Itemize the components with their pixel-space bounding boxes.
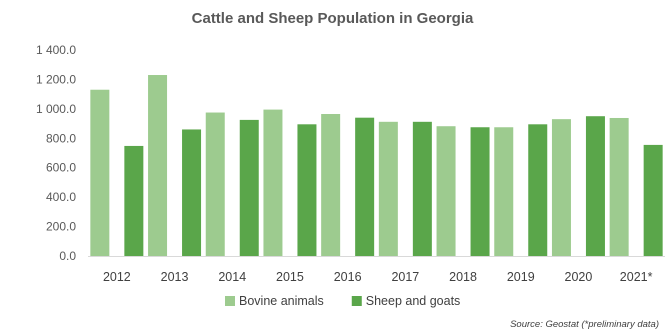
y-tick-label: 0.0 — [59, 249, 76, 263]
bar-sheep-goats — [643, 144, 663, 256]
bar-sheep-goats — [528, 124, 548, 256]
y-tick-label: 400.0 — [46, 190, 76, 204]
x-tick-label: 2014 — [218, 270, 246, 284]
legend-label-bovine: Bovine animals — [239, 294, 324, 308]
legend-label-sheep-goats: Sheep and goats — [366, 294, 461, 308]
bar-bovine — [551, 119, 571, 257]
y-tick-label: 1 400.0 — [36, 43, 76, 57]
bar-bovine — [321, 114, 341, 256]
x-tick-label: 2012 — [103, 270, 131, 284]
bar-sheep-goats — [239, 119, 259, 257]
y-tick-label: 1 200.0 — [36, 72, 76, 86]
source-note: Source: Geostat (*preliminary data) — [510, 319, 659, 330]
x-tick-label: 2021* — [620, 270, 653, 284]
bar-bovine — [494, 127, 514, 256]
bar-bovine — [205, 112, 225, 257]
bar-sheep-goats — [182, 129, 202, 256]
y-tick-label: 200.0 — [46, 220, 76, 234]
chart-title: Cattle and Sheep Population in Georgia — [191, 10, 474, 27]
legend-swatch-sheep-goats — [351, 296, 362, 306]
x-tick-label: 2020 — [565, 270, 593, 284]
x-tick-label: 2017 — [391, 270, 419, 284]
x-tick-label: 2018 — [449, 270, 477, 284]
legend-swatch-bovine — [225, 296, 235, 306]
bar-bovine — [609, 117, 629, 256]
bar-bovine — [148, 75, 168, 256]
bar-sheep-goats — [355, 117, 375, 256]
bar-sheep-goats — [124, 145, 144, 256]
y-tick-label: 600.0 — [46, 161, 76, 175]
bar-bovine — [378, 121, 398, 256]
bar-sheep-goats — [412, 121, 432, 256]
bar-bovine — [90, 89, 110, 256]
x-tick-label: 2013 — [161, 270, 189, 284]
bar-sheep-goats — [470, 127, 490, 256]
y-tick-label: 800.0 — [46, 131, 76, 145]
x-tick-label: 2015 — [276, 270, 304, 284]
bar-sheep-goats — [297, 124, 317, 256]
bar-bovine — [436, 126, 456, 256]
bar-bovine — [263, 109, 283, 256]
x-tick-label: 2016 — [334, 270, 362, 284]
bar-sheep-goats — [585, 116, 605, 256]
x-tick-label: 2019 — [507, 270, 535, 284]
y-tick-label: 1 000.0 — [36, 102, 76, 116]
